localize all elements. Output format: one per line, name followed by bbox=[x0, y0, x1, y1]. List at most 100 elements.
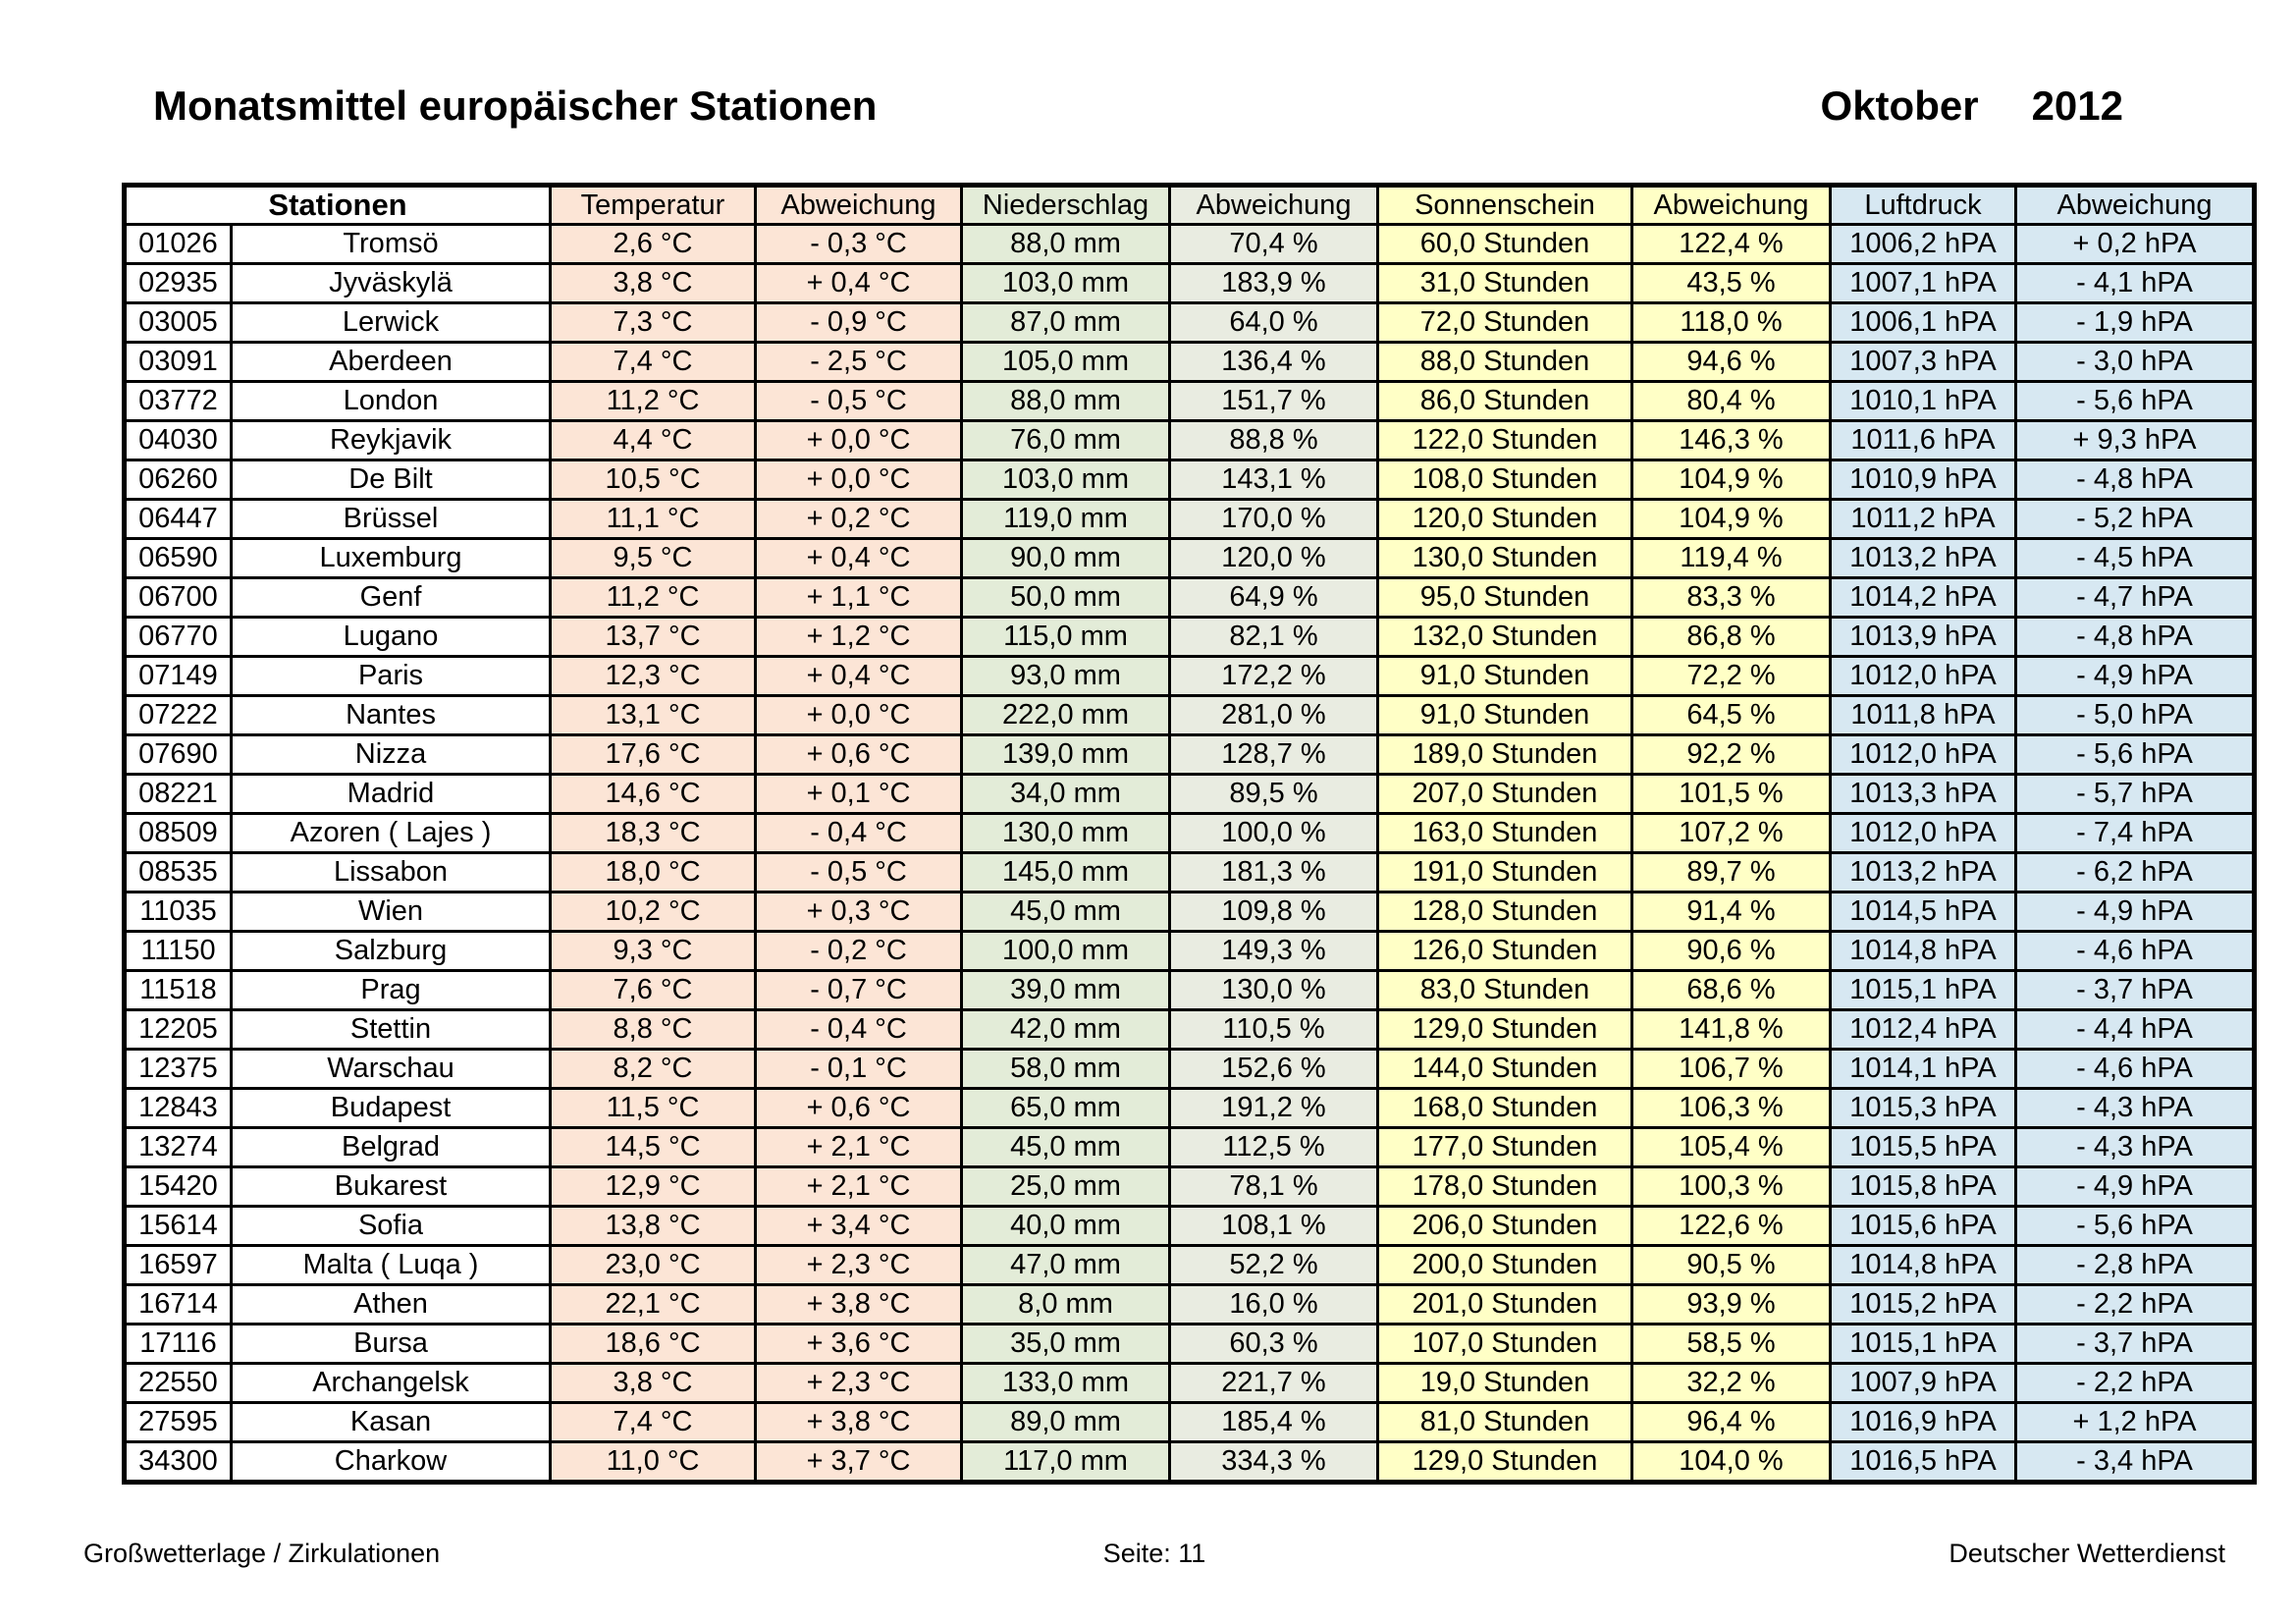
temperature-cell: 17,6 °C bbox=[549, 733, 758, 776]
pressure-cell: 1015,6 hPA bbox=[1829, 1205, 2018, 1247]
column-header-sunshine-deviation: Abweichung bbox=[1630, 184, 1833, 226]
sunshine-deviation-cell: 106,3 % bbox=[1630, 1087, 1833, 1129]
temperature-deviation-cell: - 2,5 °C bbox=[754, 341, 964, 383]
station-name-cell: Reykjavik bbox=[229, 419, 553, 461]
precipitation-cell: 40,0 mm bbox=[960, 1205, 1172, 1247]
sunshine-deviation-cell: 107,2 % bbox=[1630, 812, 1833, 854]
station-id-cell: 06260 bbox=[123, 459, 233, 501]
station-id-cell: 13274 bbox=[123, 1126, 233, 1168]
station-name-cell: Wien bbox=[229, 891, 553, 933]
pressure-deviation-cell: - 5,7 hPA bbox=[2014, 773, 2257, 815]
table-row: 13274 Belgrad 14,5 °C + 2,1 °C 45,0 mm 112,5 … bbox=[123, 1126, 2257, 1168]
table-row: 03005 Lerwick 7,3 °C - 0,9 °C 87,0 mm 64,0 % 7… bbox=[123, 301, 2257, 344]
pressure-deviation-cell: + 9,3 hPA bbox=[2014, 419, 2257, 461]
precipitation-deviation-cell: 183,9 % bbox=[1168, 262, 1380, 304]
precipitation-cell: 117,0 mm bbox=[960, 1440, 1172, 1484]
precipitation-cell: 88,0 mm bbox=[960, 380, 1172, 422]
pressure-deviation-cell: - 6,2 hPA bbox=[2014, 851, 2257, 893]
pressure-cell: 1014,2 hPA bbox=[1829, 576, 2018, 619]
station-name-cell: De Bilt bbox=[229, 459, 553, 501]
table-row: 08509 Azoren ( Lajes ) 18,3 °C - 0,4 °C 130,… bbox=[123, 812, 2257, 854]
temperature-deviation-cell: + 3,8 °C bbox=[754, 1401, 964, 1443]
precipitation-cell: 145,0 mm bbox=[960, 851, 1172, 893]
temperature-deviation-cell: + 3,7 °C bbox=[754, 1440, 964, 1484]
sunshine-cell: 126,0 Stunden bbox=[1376, 930, 1634, 972]
precipitation-deviation-cell: 64,9 % bbox=[1168, 576, 1380, 619]
temperature-cell: 11,2 °C bbox=[549, 576, 758, 619]
precipitation-deviation-cell: 89,5 % bbox=[1168, 773, 1380, 815]
pressure-deviation-cell: - 4,6 hPA bbox=[2014, 1048, 2257, 1090]
column-header-pressure-deviation: Abweichung bbox=[2014, 184, 2257, 226]
station-name-cell: Kasan bbox=[229, 1401, 553, 1443]
temperature-cell: 7,3 °C bbox=[549, 301, 758, 344]
station-name-cell: Stettin bbox=[229, 1008, 553, 1051]
station-name-cell: London bbox=[229, 380, 553, 422]
temperature-cell: 8,2 °C bbox=[549, 1048, 758, 1090]
precipitation-cell: 42,0 mm bbox=[960, 1008, 1172, 1051]
station-name-cell: Athen bbox=[229, 1283, 553, 1325]
sunshine-cell: 177,0 Stunden bbox=[1376, 1126, 1634, 1168]
table-row: 11518 Prag 7,6 °C - 0,7 °C 39,0 mm 130,0 % 83,… bbox=[123, 969, 2257, 1011]
pressure-cell: 1016,5 hPA bbox=[1829, 1440, 2018, 1484]
table-row: 16714 Athen 22,1 °C + 3,8 °C 8,0 mm 16,0 % 201… bbox=[123, 1283, 2257, 1325]
sunshine-cell: 72,0 Stunden bbox=[1376, 301, 1634, 344]
station-id-cell: 34300 bbox=[123, 1440, 233, 1484]
column-header-precipitation-deviation: Abweichung bbox=[1168, 184, 1380, 226]
precipitation-cell: 105,0 mm bbox=[960, 341, 1172, 383]
table-row: 12205 Stettin 8,8 °C - 0,4 °C 42,0 mm 110,5 %… bbox=[123, 1008, 2257, 1051]
temperature-deviation-cell: + 0,0 °C bbox=[754, 694, 964, 736]
sunshine-cell: 201,0 Stunden bbox=[1376, 1283, 1634, 1325]
precipitation-deviation-cell: 281,0 % bbox=[1168, 694, 1380, 736]
temperature-cell: 18,0 °C bbox=[549, 851, 758, 893]
report-year: 2012 bbox=[2031, 82, 2123, 129]
pressure-cell: 1012,0 hPA bbox=[1829, 733, 2018, 776]
pressure-cell: 1016,9 hPA bbox=[1829, 1401, 2018, 1443]
sunshine-deviation-cell: 43,5 % bbox=[1630, 262, 1833, 304]
precipitation-cell: 65,0 mm bbox=[960, 1087, 1172, 1129]
station-id-cell: 07222 bbox=[123, 694, 233, 736]
precipitation-deviation-cell: 60,3 % bbox=[1168, 1323, 1380, 1365]
footer-source: Deutscher Wetterdienst bbox=[1949, 1539, 2225, 1568]
pressure-cell: 1015,8 hPA bbox=[1829, 1165, 2018, 1208]
precipitation-cell: 25,0 mm bbox=[960, 1165, 1172, 1208]
precipitation-deviation-cell: 221,7 % bbox=[1168, 1362, 1380, 1404]
temperature-deviation-cell: - 0,1 °C bbox=[754, 1048, 964, 1090]
sunshine-deviation-cell: 90,6 % bbox=[1630, 930, 1833, 972]
pressure-deviation-cell: - 4,5 hPA bbox=[2014, 537, 2257, 579]
pressure-cell: 1015,1 hPA bbox=[1829, 1323, 2018, 1365]
pressure-deviation-cell: - 2,2 hPA bbox=[2014, 1362, 2257, 1404]
sunshine-deviation-cell: 105,4 % bbox=[1630, 1126, 1833, 1168]
station-id-cell: 02935 bbox=[123, 262, 233, 304]
pressure-deviation-cell: - 4,6 hPA bbox=[2014, 930, 2257, 972]
station-id-cell: 06770 bbox=[123, 616, 233, 658]
pressure-cell: 1007,1 hPA bbox=[1829, 262, 2018, 304]
footer-page-number: Seite: 11 bbox=[1102, 1539, 1206, 1568]
pressure-deviation-cell: - 4,9 hPA bbox=[2014, 655, 2257, 697]
pressure-cell: 1015,5 hPA bbox=[1829, 1126, 2018, 1168]
temperature-cell: 8,8 °C bbox=[549, 1008, 758, 1051]
station-id-cell: 11035 bbox=[123, 891, 233, 933]
temperature-cell: 7,4 °C bbox=[549, 341, 758, 383]
sunshine-cell: 60,0 Stunden bbox=[1376, 223, 1634, 265]
table-row: 03772 London 11,2 °C - 0,5 °C 88,0 mm 151,7 %… bbox=[123, 380, 2257, 422]
temperature-cell: 18,3 °C bbox=[549, 812, 758, 854]
precipitation-deviation-cell: 334,3 % bbox=[1168, 1440, 1380, 1484]
station-name-cell: Belgrad bbox=[229, 1126, 553, 1168]
temperature-cell: 3,8 °C bbox=[549, 1362, 758, 1404]
table-row: 07222 Nantes 13,1 °C + 0,0 °C 222,0 mm 281,0 … bbox=[123, 694, 2257, 736]
table-row: 02935 Jyväskylä 3,8 °C + 0,4 °C 103,0 mm 183,… bbox=[123, 262, 2257, 304]
precipitation-deviation-cell: 108,1 % bbox=[1168, 1205, 1380, 1247]
table-row: 06700 Genf 11,2 °C + 1,1 °C 50,0 mm 64,9 % 95,… bbox=[123, 576, 2257, 619]
temperature-cell: 3,8 °C bbox=[549, 262, 758, 304]
station-id-cell: 08509 bbox=[123, 812, 233, 854]
precipitation-deviation-cell: 170,0 % bbox=[1168, 498, 1380, 540]
pressure-deviation-cell: - 5,6 hPA bbox=[2014, 733, 2257, 776]
temperature-deviation-cell: - 0,2 °C bbox=[754, 930, 964, 972]
pressure-cell: 1014,1 hPA bbox=[1829, 1048, 2018, 1090]
temperature-deviation-cell: + 0,0 °C bbox=[754, 419, 964, 461]
pressure-deviation-cell: - 4,4 hPA bbox=[2014, 1008, 2257, 1051]
sunshine-deviation-cell: 104,9 % bbox=[1630, 459, 1833, 501]
precipitation-deviation-cell: 109,8 % bbox=[1168, 891, 1380, 933]
temperature-deviation-cell: - 0,5 °C bbox=[754, 851, 964, 893]
station-id-cell: 03091 bbox=[123, 341, 233, 383]
